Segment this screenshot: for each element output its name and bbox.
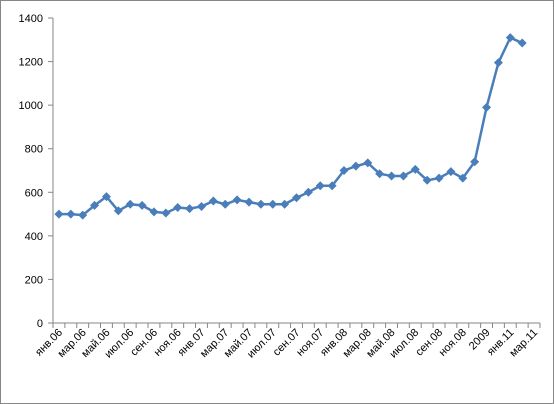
marker [280,199,290,209]
marker [446,167,456,177]
marker [78,210,88,220]
marker [137,200,147,210]
marker [292,193,301,203]
y-tick-label: 400 [25,231,43,243]
marker [66,209,76,219]
marker [208,196,218,206]
y-tick-label: 200 [25,274,43,286]
marker [113,206,123,216]
marker [125,199,135,209]
marker [517,38,527,48]
marker [161,208,171,218]
marker [232,195,242,205]
marker [185,204,195,214]
marker [493,58,503,68]
marker [256,199,266,209]
marker [458,173,468,183]
marker [470,157,480,167]
marker [339,166,349,175]
marker [90,200,100,210]
marker [387,171,397,181]
y-tick-label: 600 [25,187,43,199]
marker [149,207,159,217]
marker [327,181,337,191]
marker [363,158,373,168]
marker [434,173,444,183]
marker [410,164,420,174]
marker [101,192,111,202]
marker [351,161,361,171]
marker [422,175,432,185]
marker [398,171,408,181]
marker [220,199,230,209]
marker [303,187,313,197]
y-tick-label: 1400 [19,13,43,25]
marker [315,181,325,191]
marker [505,33,515,43]
marker [268,199,278,209]
marker [482,102,492,112]
marker [173,203,183,213]
marker [196,201,206,211]
y-tick-label: 1200 [19,57,43,69]
marker [375,169,385,179]
y-tick-label: 800 [25,144,43,156]
y-tick-label: 0 [37,318,43,330]
series-line [58,36,523,217]
marker [54,209,64,219]
marker [244,197,254,207]
y-tick-label: 1000 [19,100,43,112]
